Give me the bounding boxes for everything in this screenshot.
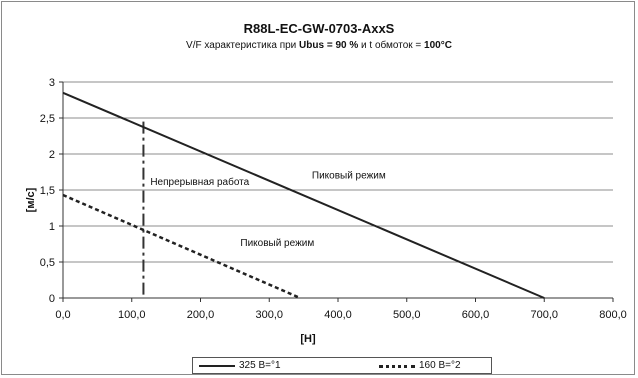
x-tick-label: 800,0 bbox=[599, 309, 627, 321]
annotation-1: Непрерывная работа bbox=[150, 176, 249, 188]
legend-label-series-2: 160 В=°2 bbox=[419, 360, 461, 371]
legend-entry-series-1: 325 В=°1 bbox=[199, 359, 339, 373]
x-tick-label: 0,0 bbox=[55, 309, 70, 321]
chart-subtitle: V/F характеристика при Ubus = 90 % и t о… bbox=[0, 40, 638, 51]
y-tick-label: 0,5 bbox=[40, 257, 55, 269]
x-axis-label: [Н] bbox=[300, 333, 316, 345]
y-tick-label: 2,5 bbox=[40, 113, 55, 125]
x-tick-label: 200,0 bbox=[187, 309, 215, 321]
y-tick-label: 2 bbox=[49, 149, 55, 161]
annotation-3: Пиковый режим bbox=[240, 238, 314, 249]
x-tick-label: 300,0 bbox=[255, 309, 283, 321]
subtitle-prefix: V/F характеристика при bbox=[186, 40, 300, 51]
subtitle-temp: 100°C bbox=[424, 40, 452, 51]
y-tick-label: 0 bbox=[49, 293, 55, 305]
series-1-line bbox=[62, 91, 545, 299]
legend-label-series-1: 325 В=°1 bbox=[239, 360, 281, 371]
subtitle-ubus: Ubus = 90 % bbox=[299, 40, 359, 51]
legend-swatch-series-2 bbox=[379, 365, 415, 368]
annotation-2: Пиковый режим bbox=[312, 170, 386, 181]
chart-title: R88L-EC-GW-0703-AxxS bbox=[243, 21, 395, 36]
x-tick-label: 100,0 bbox=[118, 309, 146, 321]
x-tick-label: 500,0 bbox=[393, 309, 421, 321]
x-tick-label: 400,0 bbox=[324, 309, 352, 321]
x-tick-label: 600,0 bbox=[462, 309, 490, 321]
chart-legend: 325 В=°1 160 В=°2 bbox=[192, 357, 492, 374]
legend-swatch-series-1 bbox=[199, 365, 235, 367]
y-tick-label: 3 bbox=[49, 77, 55, 89]
y-tick-label: 1,5 bbox=[40, 185, 55, 197]
legend-entry-series-2: 160 В=°2 bbox=[379, 359, 489, 373]
subtitle-middle: и t обмоток = bbox=[358, 40, 425, 51]
y-axis-label: [м/с] bbox=[25, 187, 37, 212]
series-2-line bbox=[62, 193, 301, 300]
y-tick-label: 1 bbox=[49, 221, 55, 233]
x-tick-label: 700,0 bbox=[530, 309, 558, 321]
